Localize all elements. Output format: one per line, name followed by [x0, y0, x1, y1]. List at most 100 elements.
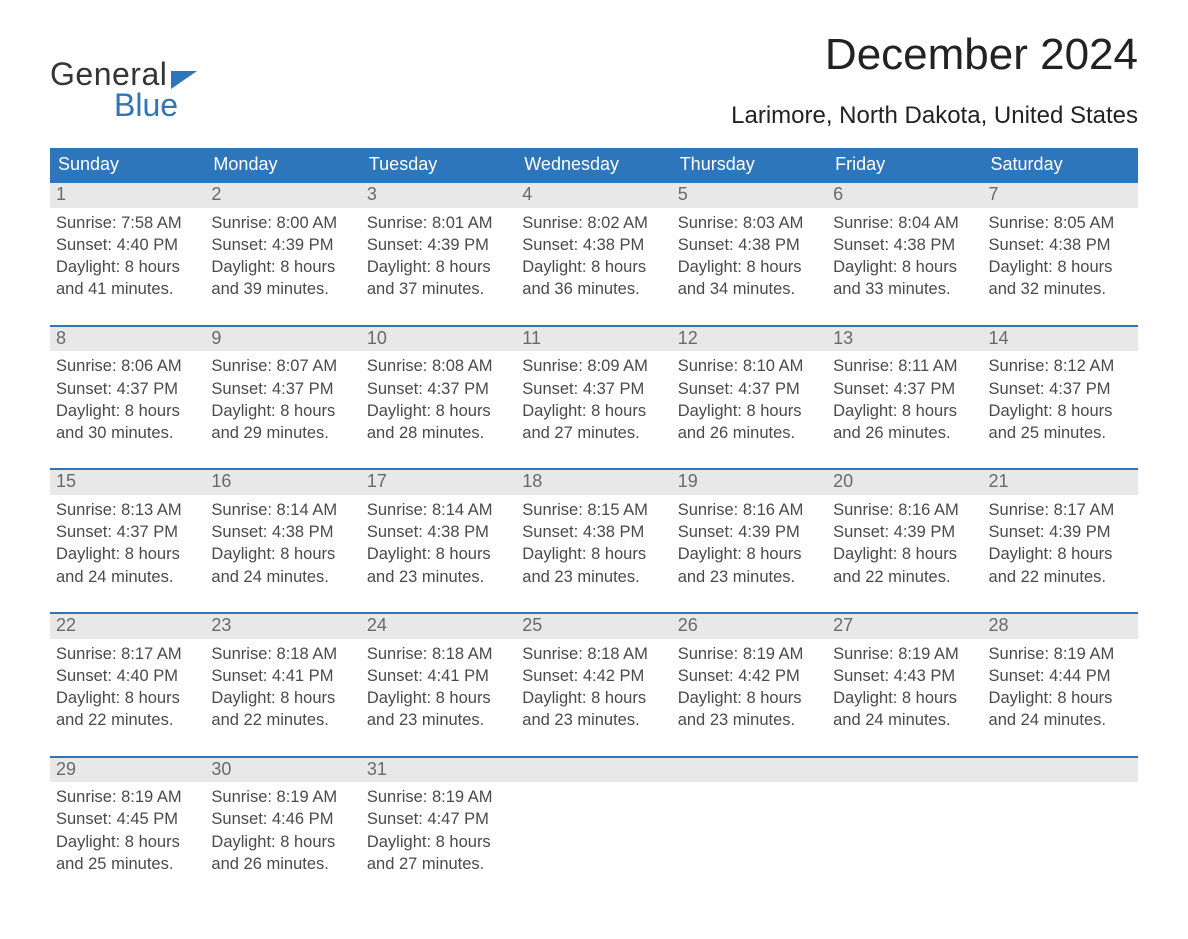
sunrise-label: Sunrise: — [833, 214, 894, 232]
sunrise-label: Sunrise: — [56, 645, 117, 663]
daylight-line-1: Daylight: 8 hours — [678, 687, 821, 709]
day-number-empty — [672, 758, 827, 783]
daylight-hours: 8 — [125, 402, 134, 420]
weekday-header: Thursday — [672, 148, 827, 182]
daylight-hours: 8 — [746, 402, 755, 420]
daylight-label: Daylight: — [56, 402, 120, 420]
sunrise-label: Sunrise: — [56, 501, 117, 519]
sunset-label: Sunset: — [367, 380, 423, 398]
daylight-line-2: and 25 minutes. — [989, 422, 1132, 444]
calendar-header-row: SundayMondayTuesdayWednesdayThursdayFrid… — [50, 148, 1138, 182]
sunset-value: 4:37 PM — [117, 523, 178, 541]
daylight-line-2: and 27 minutes. — [522, 422, 665, 444]
daylight-minutes: 22 — [88, 711, 106, 729]
daylight-line-1: Daylight: 8 hours — [56, 687, 199, 709]
day-data-empty — [827, 782, 982, 842]
daylight-line-2: and 26 minutes. — [678, 422, 821, 444]
sunset-label: Sunset: — [56, 667, 112, 685]
daylight-line-2: and 22 minutes. — [989, 566, 1132, 588]
day-data: Sunrise: 8:04 AMSunset: 4:38 PMDaylight:… — [827, 208, 982, 325]
calendar-day-cell: 5Sunrise: 8:03 AMSunset: 4:38 PMDaylight… — [672, 182, 827, 326]
daylight-line-1: Daylight: 8 hours — [678, 400, 821, 422]
daylight-minutes: 23 — [399, 568, 417, 586]
sunset-line: Sunset: 4:41 PM — [211, 665, 354, 687]
sunset-label: Sunset: — [678, 236, 734, 254]
daylight-minutes: 24 — [244, 568, 262, 586]
sunrise-value: 8:19 AM — [1054, 645, 1115, 663]
daylight-hours: 8 — [1057, 258, 1066, 276]
daylight-label: Daylight: — [833, 689, 897, 707]
sunrise-label: Sunrise: — [833, 357, 894, 375]
daylight-line-2: and 23 minutes. — [367, 709, 510, 731]
sunrise-line: Sunrise: 8:14 AM — [211, 499, 354, 521]
daylight-line-1: Daylight: 8 hours — [833, 543, 976, 565]
day-data: Sunrise: 8:19 AMSunset: 4:45 PMDaylight:… — [50, 782, 205, 899]
sunrise-line: Sunrise: 8:13 AM — [56, 499, 199, 521]
day-data: Sunrise: 8:11 AMSunset: 4:37 PMDaylight:… — [827, 351, 982, 468]
sunset-line: Sunset: 4:38 PM — [211, 521, 354, 543]
daylight-line-2: and 27 minutes. — [367, 853, 510, 875]
weekday-header: Wednesday — [516, 148, 671, 182]
calendar-week-row: 8Sunrise: 8:06 AMSunset: 4:37 PMDaylight… — [50, 326, 1138, 470]
sunrise-label: Sunrise: — [367, 357, 428, 375]
daylight-line-1: Daylight: 8 hours — [56, 400, 199, 422]
sunrise-label: Sunrise: — [367, 214, 428, 232]
day-number: 4 — [516, 183, 671, 208]
daylight-line-2: and 25 minutes. — [56, 853, 199, 875]
sunset-value: 4:38 PM — [272, 523, 333, 541]
daylight-hours: 8 — [591, 689, 600, 707]
sunrise-line: Sunrise: 8:19 AM — [989, 643, 1132, 665]
daylight-line-2: and 29 minutes. — [211, 422, 354, 444]
day-data: Sunrise: 8:19 AMSunset: 4:44 PMDaylight:… — [983, 639, 1138, 756]
sunrise-label: Sunrise: — [833, 645, 894, 663]
daylight-line-1: Daylight: 8 hours — [522, 687, 665, 709]
calendar-day-cell: 17Sunrise: 8:14 AMSunset: 4:38 PMDayligh… — [361, 469, 516, 613]
daylight-hours: 8 — [591, 258, 600, 276]
calendar-day-cell: 23Sunrise: 8:18 AMSunset: 4:41 PMDayligh… — [205, 613, 360, 757]
daylight-label: Daylight: — [367, 689, 431, 707]
day-data: Sunrise: 8:15 AMSunset: 4:38 PMDaylight:… — [516, 495, 671, 612]
sunset-line: Sunset: 4:40 PM — [56, 234, 199, 256]
calendar-day-cell — [983, 757, 1138, 900]
day-number: 25 — [516, 614, 671, 639]
sunrise-label: Sunrise: — [522, 214, 583, 232]
daylight-label: Daylight: — [56, 689, 120, 707]
calendar-week-row: 29Sunrise: 8:19 AMSunset: 4:45 PMDayligh… — [50, 757, 1138, 900]
calendar-day-cell: 16Sunrise: 8:14 AMSunset: 4:38 PMDayligh… — [205, 469, 360, 613]
sunrise-label: Sunrise: — [56, 357, 117, 375]
sunrise-value: 8:18 AM — [432, 645, 493, 663]
calendar-day-cell — [672, 757, 827, 900]
sunrise-line: Sunrise: 8:19 AM — [367, 786, 510, 808]
sunrise-label: Sunrise: — [833, 501, 894, 519]
daylight-hours: 8 — [125, 833, 134, 851]
day-data: Sunrise: 8:09 AMSunset: 4:37 PMDaylight:… — [516, 351, 671, 468]
sunrise-value: 8:05 AM — [1054, 214, 1115, 232]
day-data: Sunrise: 8:02 AMSunset: 4:38 PMDaylight:… — [516, 208, 671, 325]
daylight-line-2: and 23 minutes. — [678, 566, 821, 588]
daylight-label: Daylight: — [367, 545, 431, 563]
day-number: 19 — [672, 470, 827, 495]
sunrise-value: 8:17 AM — [1054, 501, 1115, 519]
sunrise-line: Sunrise: 8:02 AM — [522, 212, 665, 234]
sunrise-line: Sunrise: 8:18 AM — [522, 643, 665, 665]
day-data-empty — [983, 782, 1138, 842]
sunset-line: Sunset: 4:39 PM — [833, 521, 976, 543]
sunset-label: Sunset: — [522, 380, 578, 398]
daylight-minutes: 29 — [244, 424, 262, 442]
sunset-value: 4:38 PM — [583, 236, 644, 254]
calendar-day-cell: 7Sunrise: 8:05 AMSunset: 4:38 PMDaylight… — [983, 182, 1138, 326]
sunset-label: Sunset: — [56, 523, 112, 541]
daylight-line-2: and 22 minutes. — [211, 709, 354, 731]
day-number: 27 — [827, 614, 982, 639]
daylight-line-1: Daylight: 8 hours — [989, 543, 1132, 565]
daylight-label: Daylight: — [678, 689, 742, 707]
sunset-line: Sunset: 4:42 PM — [522, 665, 665, 687]
sunrise-label: Sunrise: — [989, 645, 1050, 663]
sunrise-line: Sunrise: 8:01 AM — [367, 212, 510, 234]
day-data: Sunrise: 8:18 AMSunset: 4:41 PMDaylight:… — [205, 639, 360, 756]
sunrise-value: 8:10 AM — [743, 357, 804, 375]
daylight-hours: 8 — [1057, 402, 1066, 420]
daylight-hours: 8 — [1057, 545, 1066, 563]
daylight-minutes: 41 — [88, 280, 106, 298]
sunset-value: 4:44 PM — [1049, 667, 1110, 685]
